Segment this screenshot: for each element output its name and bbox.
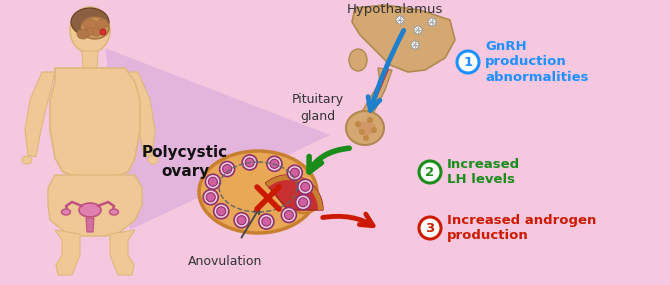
Circle shape bbox=[270, 159, 279, 168]
Ellipse shape bbox=[22, 156, 32, 164]
Ellipse shape bbox=[96, 19, 108, 29]
Circle shape bbox=[220, 162, 234, 176]
Circle shape bbox=[216, 207, 226, 216]
Circle shape bbox=[214, 204, 228, 219]
Circle shape bbox=[414, 26, 422, 34]
Circle shape bbox=[359, 129, 365, 135]
Circle shape bbox=[234, 213, 249, 228]
Circle shape bbox=[419, 161, 441, 183]
Circle shape bbox=[355, 121, 361, 127]
Text: 1: 1 bbox=[464, 56, 472, 68]
Ellipse shape bbox=[62, 209, 70, 215]
Circle shape bbox=[242, 155, 257, 170]
Ellipse shape bbox=[148, 156, 158, 164]
Circle shape bbox=[237, 216, 246, 225]
Ellipse shape bbox=[358, 121, 376, 135]
Polygon shape bbox=[362, 68, 392, 118]
Circle shape bbox=[206, 193, 215, 202]
Text: Increased androgen
production: Increased androgen production bbox=[447, 214, 596, 242]
Circle shape bbox=[419, 217, 441, 239]
Wedge shape bbox=[265, 175, 323, 210]
Circle shape bbox=[295, 195, 311, 210]
Circle shape bbox=[396, 16, 404, 24]
Ellipse shape bbox=[109, 209, 119, 215]
Ellipse shape bbox=[349, 49, 367, 71]
Ellipse shape bbox=[346, 111, 384, 145]
Ellipse shape bbox=[81, 17, 109, 39]
Circle shape bbox=[267, 156, 282, 171]
Polygon shape bbox=[352, 5, 455, 72]
Ellipse shape bbox=[91, 28, 101, 36]
Circle shape bbox=[287, 165, 302, 180]
Circle shape bbox=[100, 29, 106, 35]
Text: 2: 2 bbox=[425, 166, 435, 178]
Circle shape bbox=[203, 190, 218, 205]
Circle shape bbox=[428, 18, 436, 26]
Ellipse shape bbox=[70, 7, 110, 53]
Polygon shape bbox=[125, 72, 155, 157]
Ellipse shape bbox=[83, 19, 97, 29]
Circle shape bbox=[371, 127, 377, 133]
Polygon shape bbox=[50, 68, 140, 178]
Wedge shape bbox=[265, 175, 323, 210]
Polygon shape bbox=[25, 72, 55, 157]
Circle shape bbox=[284, 211, 293, 219]
Ellipse shape bbox=[77, 29, 89, 39]
Text: Polycystic
ovary: Polycystic ovary bbox=[142, 145, 228, 179]
Text: Pituitary
gland: Pituitary gland bbox=[292, 93, 344, 123]
Circle shape bbox=[457, 51, 479, 73]
Circle shape bbox=[363, 135, 369, 141]
Polygon shape bbox=[86, 218, 94, 232]
Text: 3: 3 bbox=[425, 221, 435, 235]
Circle shape bbox=[262, 217, 271, 226]
Circle shape bbox=[411, 41, 419, 49]
Ellipse shape bbox=[199, 151, 317, 233]
Circle shape bbox=[367, 117, 373, 123]
Text: GnRH
production
abnormalities: GnRH production abnormalities bbox=[485, 40, 588, 84]
Circle shape bbox=[222, 164, 232, 174]
Ellipse shape bbox=[79, 203, 101, 217]
Ellipse shape bbox=[290, 191, 318, 213]
Circle shape bbox=[245, 158, 254, 167]
Circle shape bbox=[297, 179, 313, 194]
Circle shape bbox=[281, 207, 296, 223]
Polygon shape bbox=[82, 51, 98, 68]
Polygon shape bbox=[55, 230, 80, 275]
Polygon shape bbox=[110, 230, 135, 275]
Circle shape bbox=[301, 182, 310, 191]
Circle shape bbox=[259, 214, 274, 229]
Text: Anovulation: Anovulation bbox=[188, 255, 262, 268]
Ellipse shape bbox=[71, 8, 109, 36]
Circle shape bbox=[290, 168, 299, 177]
Circle shape bbox=[208, 177, 217, 186]
Text: Increased
LH levels: Increased LH levels bbox=[447, 158, 520, 186]
Polygon shape bbox=[105, 48, 330, 230]
Ellipse shape bbox=[83, 28, 93, 36]
Polygon shape bbox=[48, 175, 142, 236]
Circle shape bbox=[299, 198, 308, 207]
Circle shape bbox=[206, 174, 220, 189]
Text: Hypothalamus: Hypothalamus bbox=[347, 3, 443, 16]
